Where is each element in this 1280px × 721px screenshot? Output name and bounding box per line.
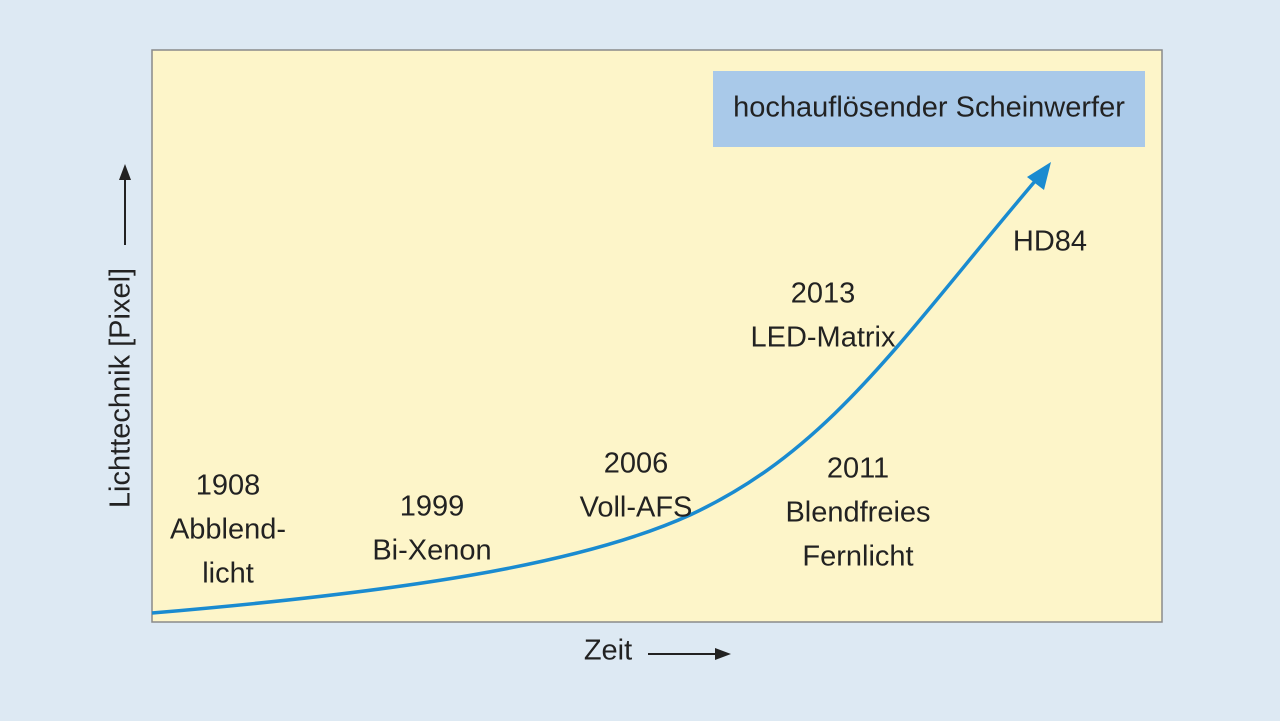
milestone-label: 2013 [791, 278, 856, 310]
x-axis-arrowhead [715, 648, 731, 660]
milestone-label: Bi-Xenon [372, 535, 491, 567]
milestone-label: LED-Matrix [750, 322, 896, 354]
title-box-text: hochauflösender Scheinwerfer [733, 92, 1125, 124]
title-box [713, 71, 1145, 147]
milestone-label: Fernlicht [802, 541, 913, 573]
curve-arrowhead [1027, 162, 1051, 190]
milestone-label: Voll-AFS [580, 492, 693, 524]
milestone-label: licht [202, 558, 254, 590]
milestone-label: 1908 [196, 470, 261, 502]
milestone-label: 2006 [604, 448, 669, 480]
growth-curve [151, 178, 1038, 615]
x-axis-label: Zeit [584, 635, 632, 667]
milestone-label: HD84 [1013, 226, 1087, 258]
milestone-label: Abblend- [170, 514, 286, 546]
milestone-label: 2011 [827, 453, 889, 485]
milestone-label: 1999 [400, 491, 465, 523]
y-axis-arrowhead [119, 164, 131, 180]
y-axis-label: Lichttechnik [Pixel] [105, 268, 137, 508]
milestone-label: Blendfreies [785, 497, 930, 529]
